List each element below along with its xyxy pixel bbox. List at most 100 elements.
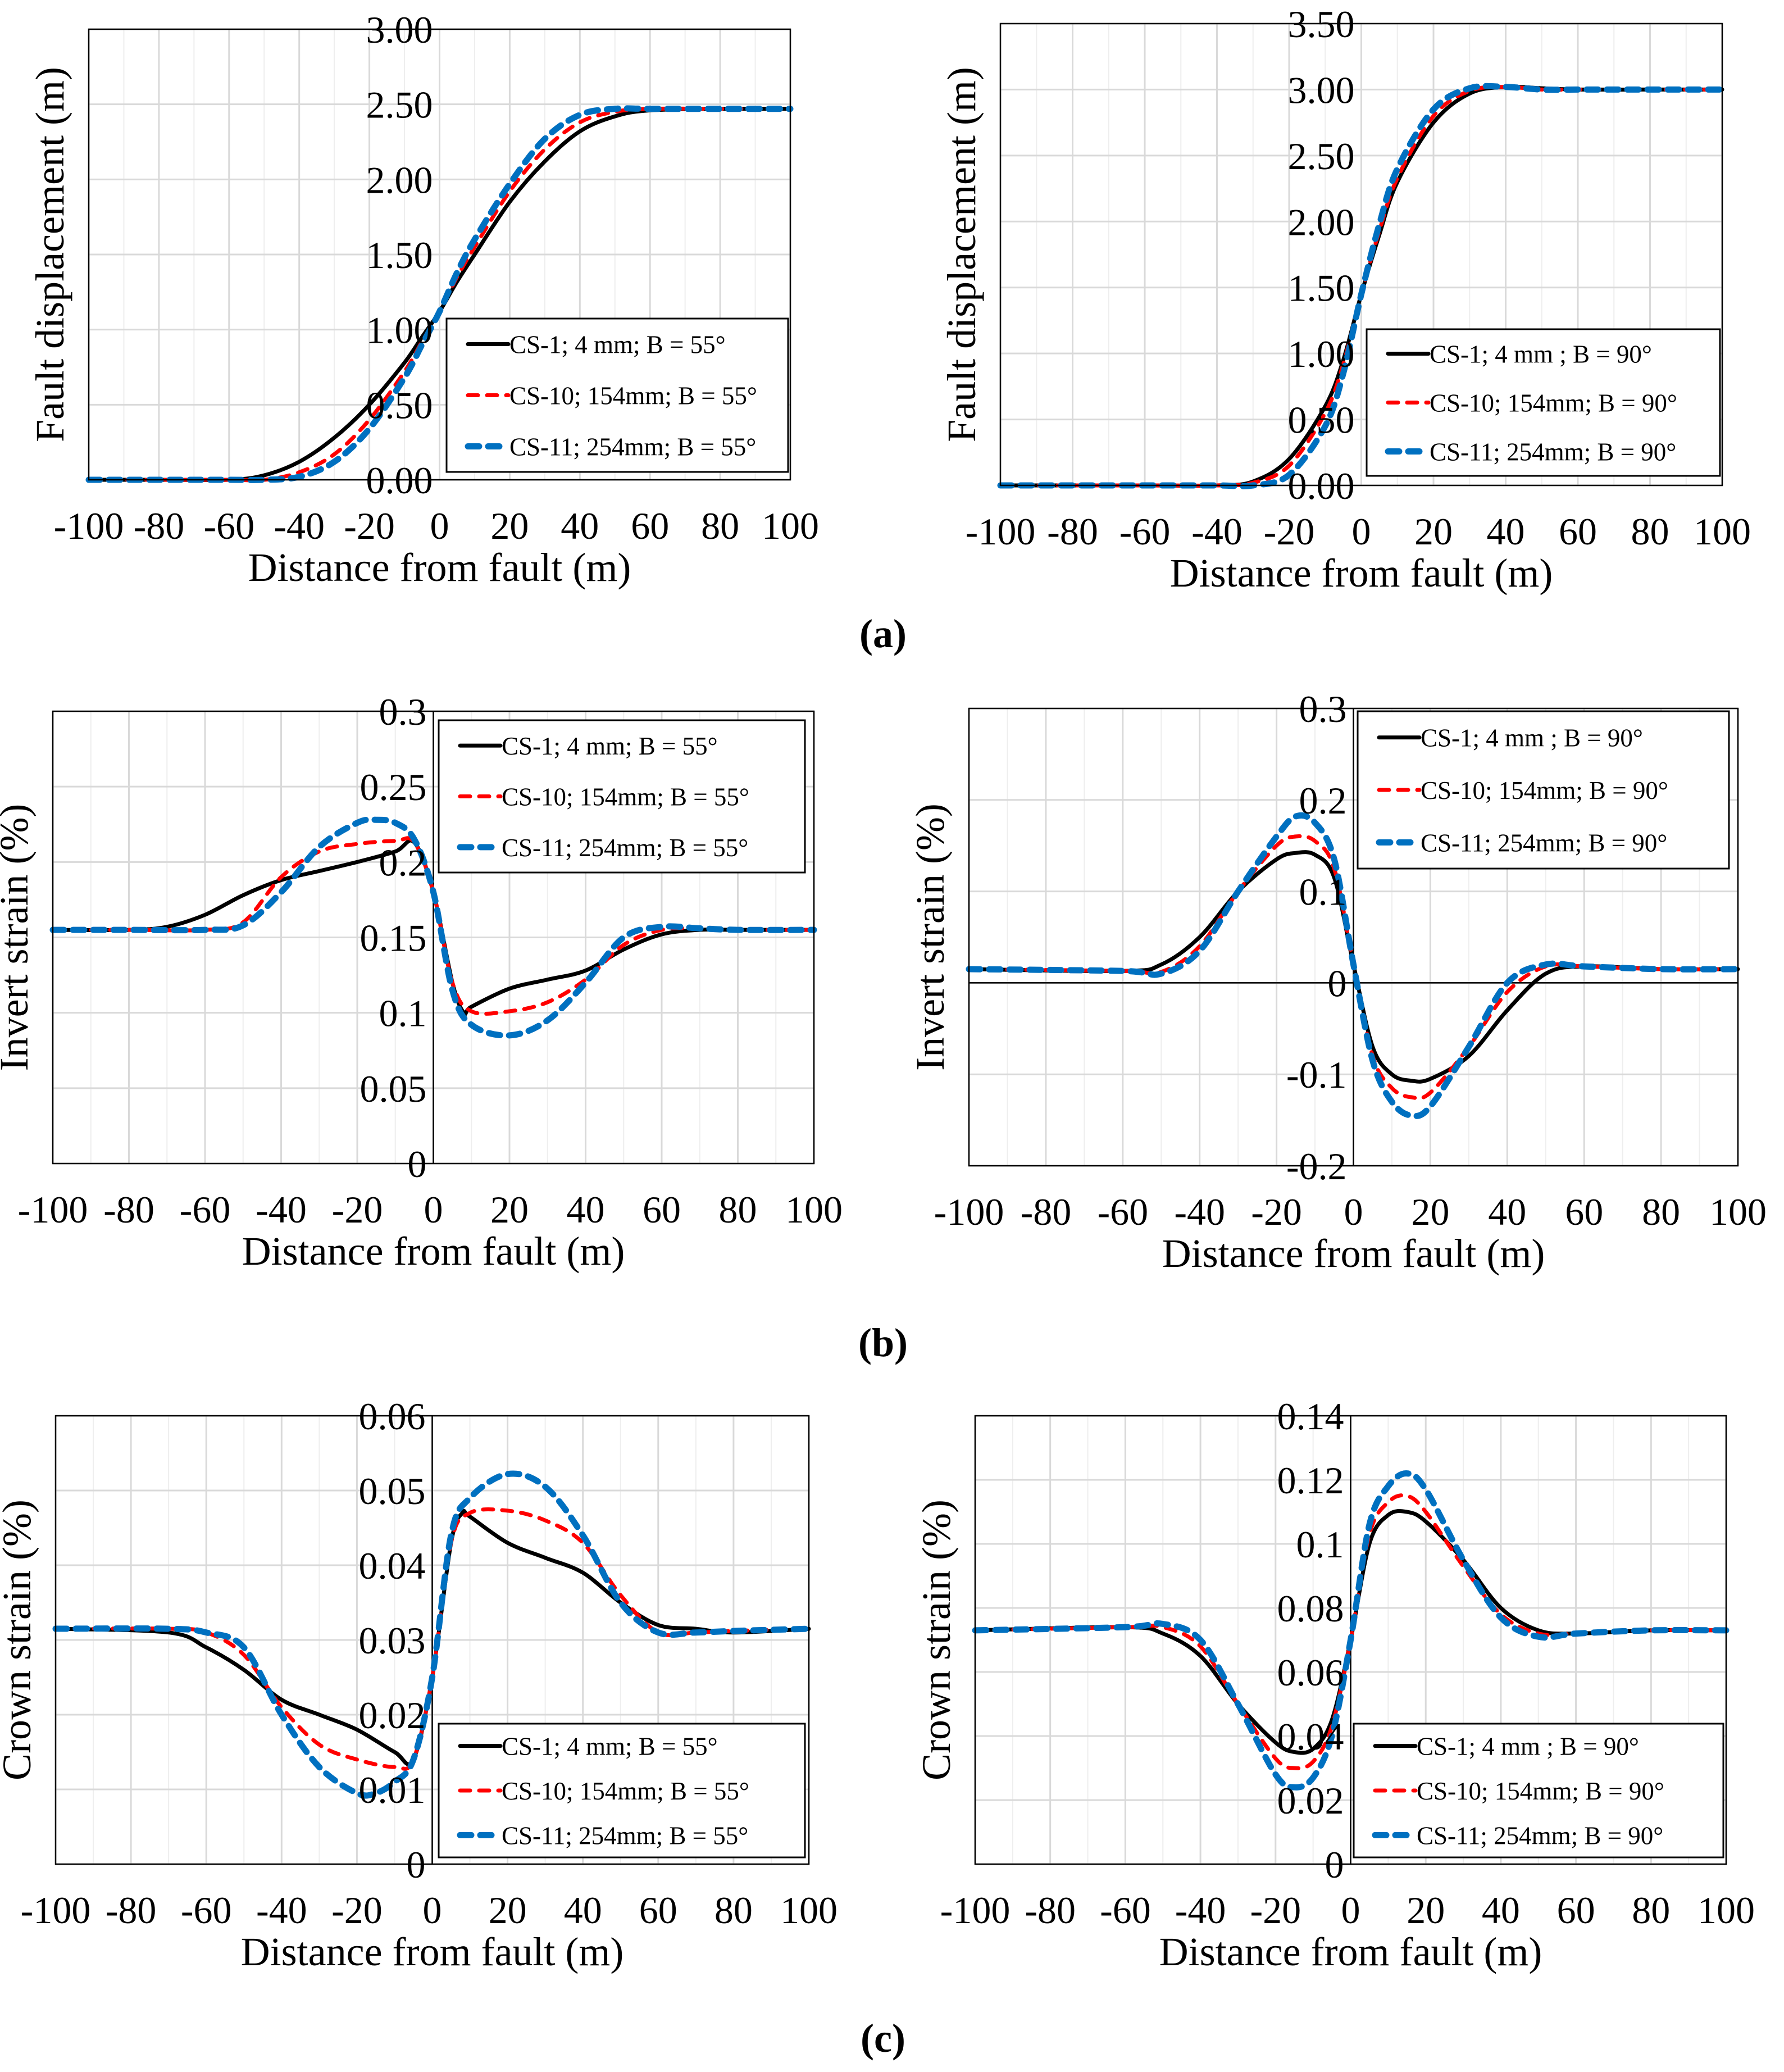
legend-label: CS-1; 4 mm ; B = 90° xyxy=(1417,1733,1639,1761)
x-tick-label: -100 xyxy=(966,510,1036,553)
x-tick-label: -100 xyxy=(940,1889,1011,1932)
x-tick-label: 100 xyxy=(1697,1889,1755,1932)
y-tick-label: 0.00 xyxy=(1288,465,1355,507)
x-tick-label: 20 xyxy=(1407,1889,1445,1932)
x-axis-title: Distance from fault (m) xyxy=(1159,1929,1542,1974)
x-axis-title: Distance from fault (m) xyxy=(241,1929,624,1974)
y-tick-label: 0.2 xyxy=(379,841,427,884)
x-tick-label: 20 xyxy=(490,505,529,547)
x-tick-label: 0 xyxy=(1344,1191,1363,1233)
x-tick-label: 80 xyxy=(719,1188,757,1231)
x-tick-label: 80 xyxy=(1631,510,1669,553)
x-tick-label: 60 xyxy=(639,1889,677,1932)
y-tick-label: 0 xyxy=(1328,962,1347,1005)
legend-label: CS-1; 4 mm; B = 55° xyxy=(502,732,718,760)
y-axis-title: Crown strain (%) xyxy=(0,1500,39,1780)
y-tick-label: 0.1 xyxy=(379,992,427,1035)
y-tick-label: 0 xyxy=(408,1143,427,1185)
x-axis-title: Distance from fault (m) xyxy=(248,545,631,590)
legend: CS-1; 4 mm ; B = 90° CS-10; 154mm; B = 90… xyxy=(1353,1723,1724,1859)
y-tick-label: 0.3 xyxy=(1299,688,1347,730)
y-axis-title: Fault displacement (m) xyxy=(939,67,984,442)
y-tick-label: 0.02 xyxy=(1277,1779,1344,1822)
y-axis-title: Invert strain (%) xyxy=(0,804,37,1071)
y-tick-label: 0.02 xyxy=(359,1694,426,1737)
chart-b-left: 0 0.05 0.1 0.15 0.2 0.25 0.3 -100 -80 -60 -40 -20 0 2… xyxy=(0,690,843,1274)
x-tick-label: -80 xyxy=(134,505,185,547)
series-line-cs11 xyxy=(52,1470,812,1799)
x-tick-label: 40 xyxy=(567,1188,605,1231)
x-tick-label: -100 xyxy=(54,505,124,547)
y-tick-label: 0.06 xyxy=(1277,1651,1344,1694)
x-tick-label: -40 xyxy=(1191,510,1243,553)
x-tick-label: 0 xyxy=(430,505,449,547)
y-tick-label: 0.00 xyxy=(366,459,433,502)
x-tick-label: -40 xyxy=(1174,1191,1225,1233)
legend-label: CS-10; 154mm; B = 90° xyxy=(1421,776,1668,805)
x-tick-label: 0 xyxy=(1341,1889,1360,1932)
x-tick-label: 60 xyxy=(1565,1191,1603,1233)
x-tick-label: 60 xyxy=(631,505,669,547)
y-tick-label: 0.50 xyxy=(1288,399,1355,442)
legend: CS-1; 4 mm; B = 55° CS-10; 154mm; B = 55°… xyxy=(438,719,806,874)
y-axis-title: Fault displacement (m) xyxy=(28,67,72,442)
x-tick-label: 40 xyxy=(1488,1191,1526,1233)
x-tick-label: 60 xyxy=(1557,1889,1595,1932)
x-axis-title: Distance from fault (m) xyxy=(242,1229,625,1274)
x-tick-label: -60 xyxy=(1119,510,1171,553)
x-tick-label: -20 xyxy=(1250,1889,1301,1932)
x-tick-label: 20 xyxy=(489,1889,527,1932)
x-tick-label: -60 xyxy=(203,505,254,547)
legend-label: CS-10; 154mm; B = 55° xyxy=(502,1777,749,1805)
y-tick-label: 1.00 xyxy=(366,309,433,352)
y-tick-label: -0.2 xyxy=(1286,1145,1347,1188)
legend-label: CS-11; 254mm; B = 90° xyxy=(1421,829,1667,857)
legend-label: CS-11; 254mm; B = 55° xyxy=(502,834,748,862)
y-axis-title: Crown strain (%) xyxy=(914,1500,959,1780)
x-tick-label: 20 xyxy=(1411,1191,1449,1233)
y-tick-label: 2.50 xyxy=(1288,135,1355,178)
y-tick-label: 3.50 xyxy=(1288,3,1355,46)
x-tick-label: 100 xyxy=(1694,510,1751,553)
x-tick-label: -80 xyxy=(1047,510,1098,553)
y-tick-label: 0.50 xyxy=(366,384,433,426)
y-tick-label: 0.04 xyxy=(359,1544,426,1587)
y-tick-label: 0.12 xyxy=(1277,1459,1344,1502)
x-tick-label: 40 xyxy=(1482,1889,1520,1932)
y-tick-label: 3.00 xyxy=(1288,69,1355,111)
x-tick-label: 0 xyxy=(1352,510,1371,553)
legend-label: CS-10; 154mm; B = 55° xyxy=(502,783,749,811)
y-tick-label: 0.08 xyxy=(1277,1587,1344,1630)
plot-frame xyxy=(968,707,1739,1167)
x-tick-label: -80 xyxy=(106,1889,157,1932)
y-tick-label: 2.00 xyxy=(366,158,433,201)
legend-label: CS-11; 254mm; B = 55° xyxy=(502,1821,748,1850)
legend-label: CS-1; 4 mm; B = 55° xyxy=(502,1733,718,1761)
y-tick-label: 0 xyxy=(407,1843,426,1886)
x-tick-label: -40 xyxy=(256,1188,307,1231)
y-tick-label: 0.06 xyxy=(359,1395,426,1438)
x-tick-label: -40 xyxy=(256,1889,307,1932)
chart-c-left: 0 0.01 0.02 0.03 0.04 0.05 0.06 -100 -80 -60 -40 -2… xyxy=(0,1395,838,1974)
x-tick-label: -60 xyxy=(181,1889,232,1932)
chart-b-right: -0.2 -0.1 0 0.1 0.2 0.3 -100 -80 -60 -40 -20 0 20 40 6… xyxy=(908,688,1767,1276)
x-tick-label: 80 xyxy=(701,505,739,547)
x-tick-label: -20 xyxy=(1264,510,1315,553)
y-tick-label: 0.04 xyxy=(1277,1715,1344,1758)
y-tick-label: 0.2 xyxy=(1299,779,1347,822)
plot-frame xyxy=(88,28,791,481)
x-tick-label: 100 xyxy=(762,505,819,547)
x-tick-label: -100 xyxy=(934,1191,1004,1233)
legend-label: CS-10; 154mm; B = 55° xyxy=(509,382,757,410)
x-axis-title: Distance from fault (m) xyxy=(1170,551,1553,596)
y-tick-label: 0.1 xyxy=(1299,871,1347,914)
x-tick-label: 20 xyxy=(1414,510,1453,553)
x-tick-label: -60 xyxy=(180,1188,231,1231)
chart-a-right: 0.000.501.001.502.002.503.003.50-100 -80-… xyxy=(939,3,1751,596)
x-tick-label: -20 xyxy=(1251,1191,1302,1233)
y-tick-label: 2.00 xyxy=(1288,201,1355,243)
series-line-cs1 xyxy=(973,1508,1728,1755)
y-axis-title: Invert strain (%) xyxy=(908,803,953,1071)
x-tick-label: -100 xyxy=(18,1188,88,1231)
